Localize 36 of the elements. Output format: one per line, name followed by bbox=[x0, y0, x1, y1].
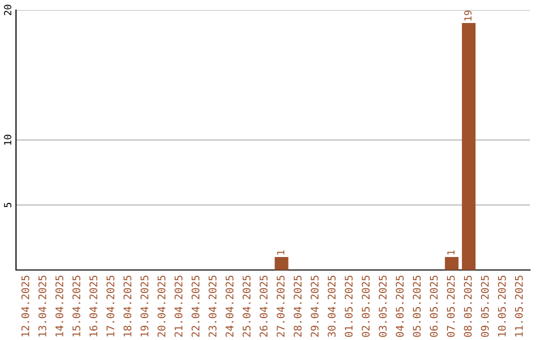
x-tick-label: 16.04.2025 bbox=[89, 276, 98, 336]
x-tick-label: 23.04.2025 bbox=[208, 276, 216, 337]
x-tick-label: 29.04.2025 bbox=[310, 276, 319, 337]
data-label: 1 bbox=[277, 250, 284, 254]
x-tick-label: 13.04.2025 bbox=[38, 276, 46, 336]
x-tick-label: 08.05.2025 bbox=[464, 276, 472, 337]
x-tick-label: 04.05.2025 bbox=[396, 276, 404, 337]
data-label: 1 bbox=[447, 250, 454, 254]
x-tick-label: 24.04.2025 bbox=[226, 276, 234, 337]
x-tick-label: 11.05.2025 bbox=[514, 276, 523, 336]
x-tick-label: 12.04.2025 bbox=[21, 276, 30, 336]
data-label: 19 bbox=[464, 10, 472, 20]
x-tick-label: 25.04.2025 bbox=[242, 276, 251, 337]
x-tick-label: 19.04.2025 bbox=[140, 276, 148, 336]
x-tick-label: 14.04.2025 bbox=[55, 276, 64, 336]
y-tick-label: 5 bbox=[4, 202, 12, 208]
x-tick-label: 28.04.2025 bbox=[294, 276, 302, 337]
x-tick-label: 20.04.2025 bbox=[158, 276, 166, 337]
x-tick-label: 07.05.2025 bbox=[446, 276, 455, 337]
x-tick-label: 09.05.2025 bbox=[480, 276, 489, 337]
x-tick-label: 18.04.2025 bbox=[124, 276, 132, 336]
x-tick-label: 22.04.2025 bbox=[192, 276, 200, 337]
x-tick-label: 15.04.2025 bbox=[72, 276, 80, 336]
y-tick-label: 20 bbox=[4, 4, 12, 16]
x-tick-label: 27.04.2025 bbox=[276, 276, 285, 337]
x-tick-label: 02.05.2025 bbox=[362, 276, 370, 337]
x-tick-label: 10.05.2025 bbox=[498, 276, 506, 336]
x-tick-label: 21.04.2025 bbox=[174, 276, 182, 337]
x-tick-label: 17.04.2025 bbox=[106, 276, 114, 336]
x-tick-label: 26.04.2025 bbox=[260, 276, 268, 337]
x-tick-label: 30.04.2025 bbox=[328, 276, 336, 337]
y-tick-label: 10 bbox=[4, 134, 12, 145]
x-tick-label: 06.05.2025 bbox=[430, 276, 438, 337]
x-tick-label: 03.05.2025 bbox=[378, 276, 387, 337]
x-tick-label: 05.05.2025 bbox=[412, 276, 421, 337]
x-tick-label: 01.05.2025 bbox=[344, 276, 353, 337]
